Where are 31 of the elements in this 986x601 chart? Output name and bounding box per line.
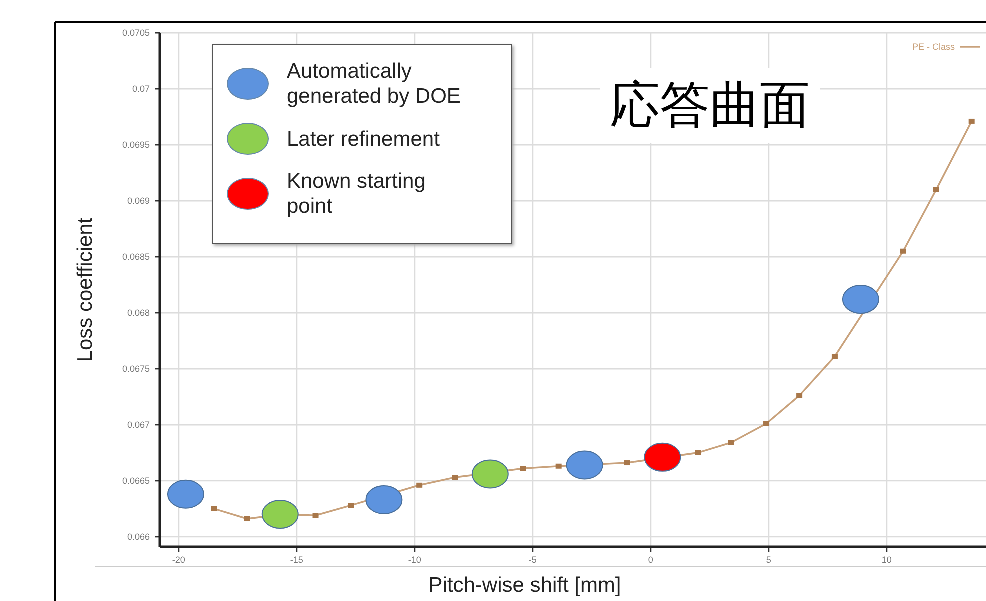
point [472, 460, 509, 489]
point [262, 500, 299, 530]
x-tick-label: -15 [290, 555, 304, 565]
point [842, 285, 880, 314]
x-tick-label: 5 [766, 555, 772, 565]
y-tick-label: 0.0665 [122, 476, 150, 486]
y-tick-label: 0.069 [127, 196, 150, 206]
y-tick-label: 0.0675 [122, 364, 150, 374]
legend-label: Automatically generated by DOE [287, 59, 462, 109]
x-tick-label: 0 [648, 555, 654, 565]
text: 応答曲面 [600, 68, 820, 143]
point [566, 450, 604, 480]
x-axis-title: Pitch-wise shift [mm] [428, 574, 622, 597]
x-tick-label: -10 [408, 555, 422, 565]
y-tick-label: 0.07 [132, 84, 150, 94]
y-tick-label: 0.067 [127, 420, 150, 430]
point [167, 480, 204, 509]
point [644, 442, 682, 472]
legend-label: Known starting point [287, 169, 427, 219]
y-tick-label: 0.0695 [122, 140, 150, 150]
legend-label: Later refinement [287, 126, 441, 152]
y-axis-title: Loss coefficient [74, 218, 97, 362]
x-tick-label: -20 [172, 555, 186, 565]
x-tick-label: -5 [528, 555, 537, 565]
y-tick-label: 0.0685 [122, 252, 150, 262]
point [366, 485, 403, 514]
x-tick-label: 10 [882, 555, 892, 565]
y-tick-label: 0.0705 [122, 28, 150, 38]
y-tick-label: 0.068 [127, 308, 150, 318]
legend-line: PE - Class [912, 42, 980, 52]
y-tick-label: 0.066 [127, 532, 150, 542]
